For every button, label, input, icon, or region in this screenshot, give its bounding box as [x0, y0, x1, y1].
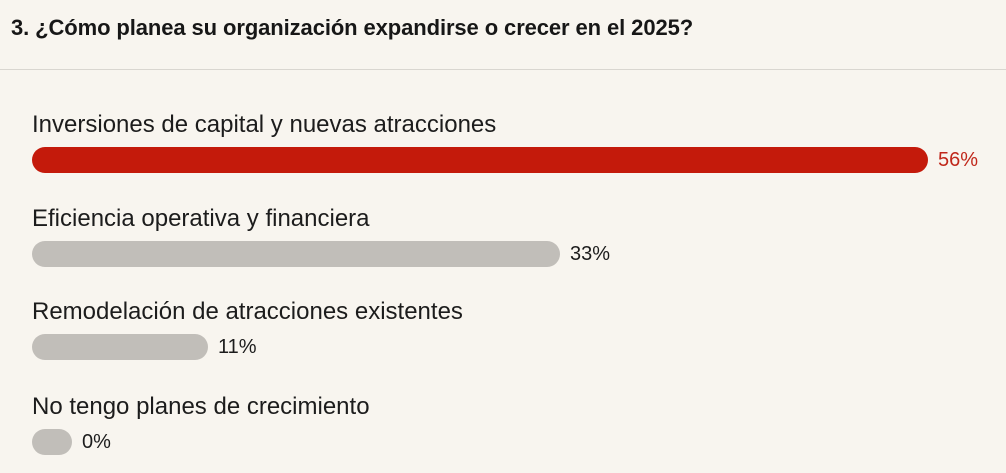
percentage-label: 56%	[938, 149, 979, 171]
poll-option: Eficiencia operativa y financiera 33%	[32, 205, 992, 285]
result-bar	[32, 147, 928, 173]
percentage-label: 0%	[82, 431, 111, 453]
bar-row: 33%	[32, 241, 992, 267]
option-label: Inversiones de capital y nuevas atraccio…	[32, 111, 497, 138]
poll-option: Inversiones de capital y nuevas atraccio…	[32, 111, 992, 191]
bar-row: 11%	[32, 334, 992, 360]
option-label: No tengo planes de crecimiento	[32, 393, 370, 420]
percentage-label: 11%	[218, 336, 257, 358]
result-bar	[32, 334, 208, 360]
percentage-label: 33%	[570, 243, 611, 265]
bar-row: 0%	[32, 429, 992, 455]
option-label: Remodelación de atracciones existentes	[32, 298, 463, 325]
question-title: 3. ¿Cómo planea su organización expandir…	[11, 15, 694, 40]
bar-row: 56%	[32, 147, 992, 173]
poll-option: Remodelación de atracciones existentes 11…	[32, 298, 992, 378]
result-bar	[32, 429, 72, 455]
question-header: 3. ¿Cómo planea su organización expandir…	[0, 0, 1006, 70]
poll-option: No tengo planes de crecimiento 0%	[32, 393, 992, 473]
result-bar	[32, 241, 560, 267]
option-label: Eficiencia operativa y financiera	[32, 205, 370, 232]
